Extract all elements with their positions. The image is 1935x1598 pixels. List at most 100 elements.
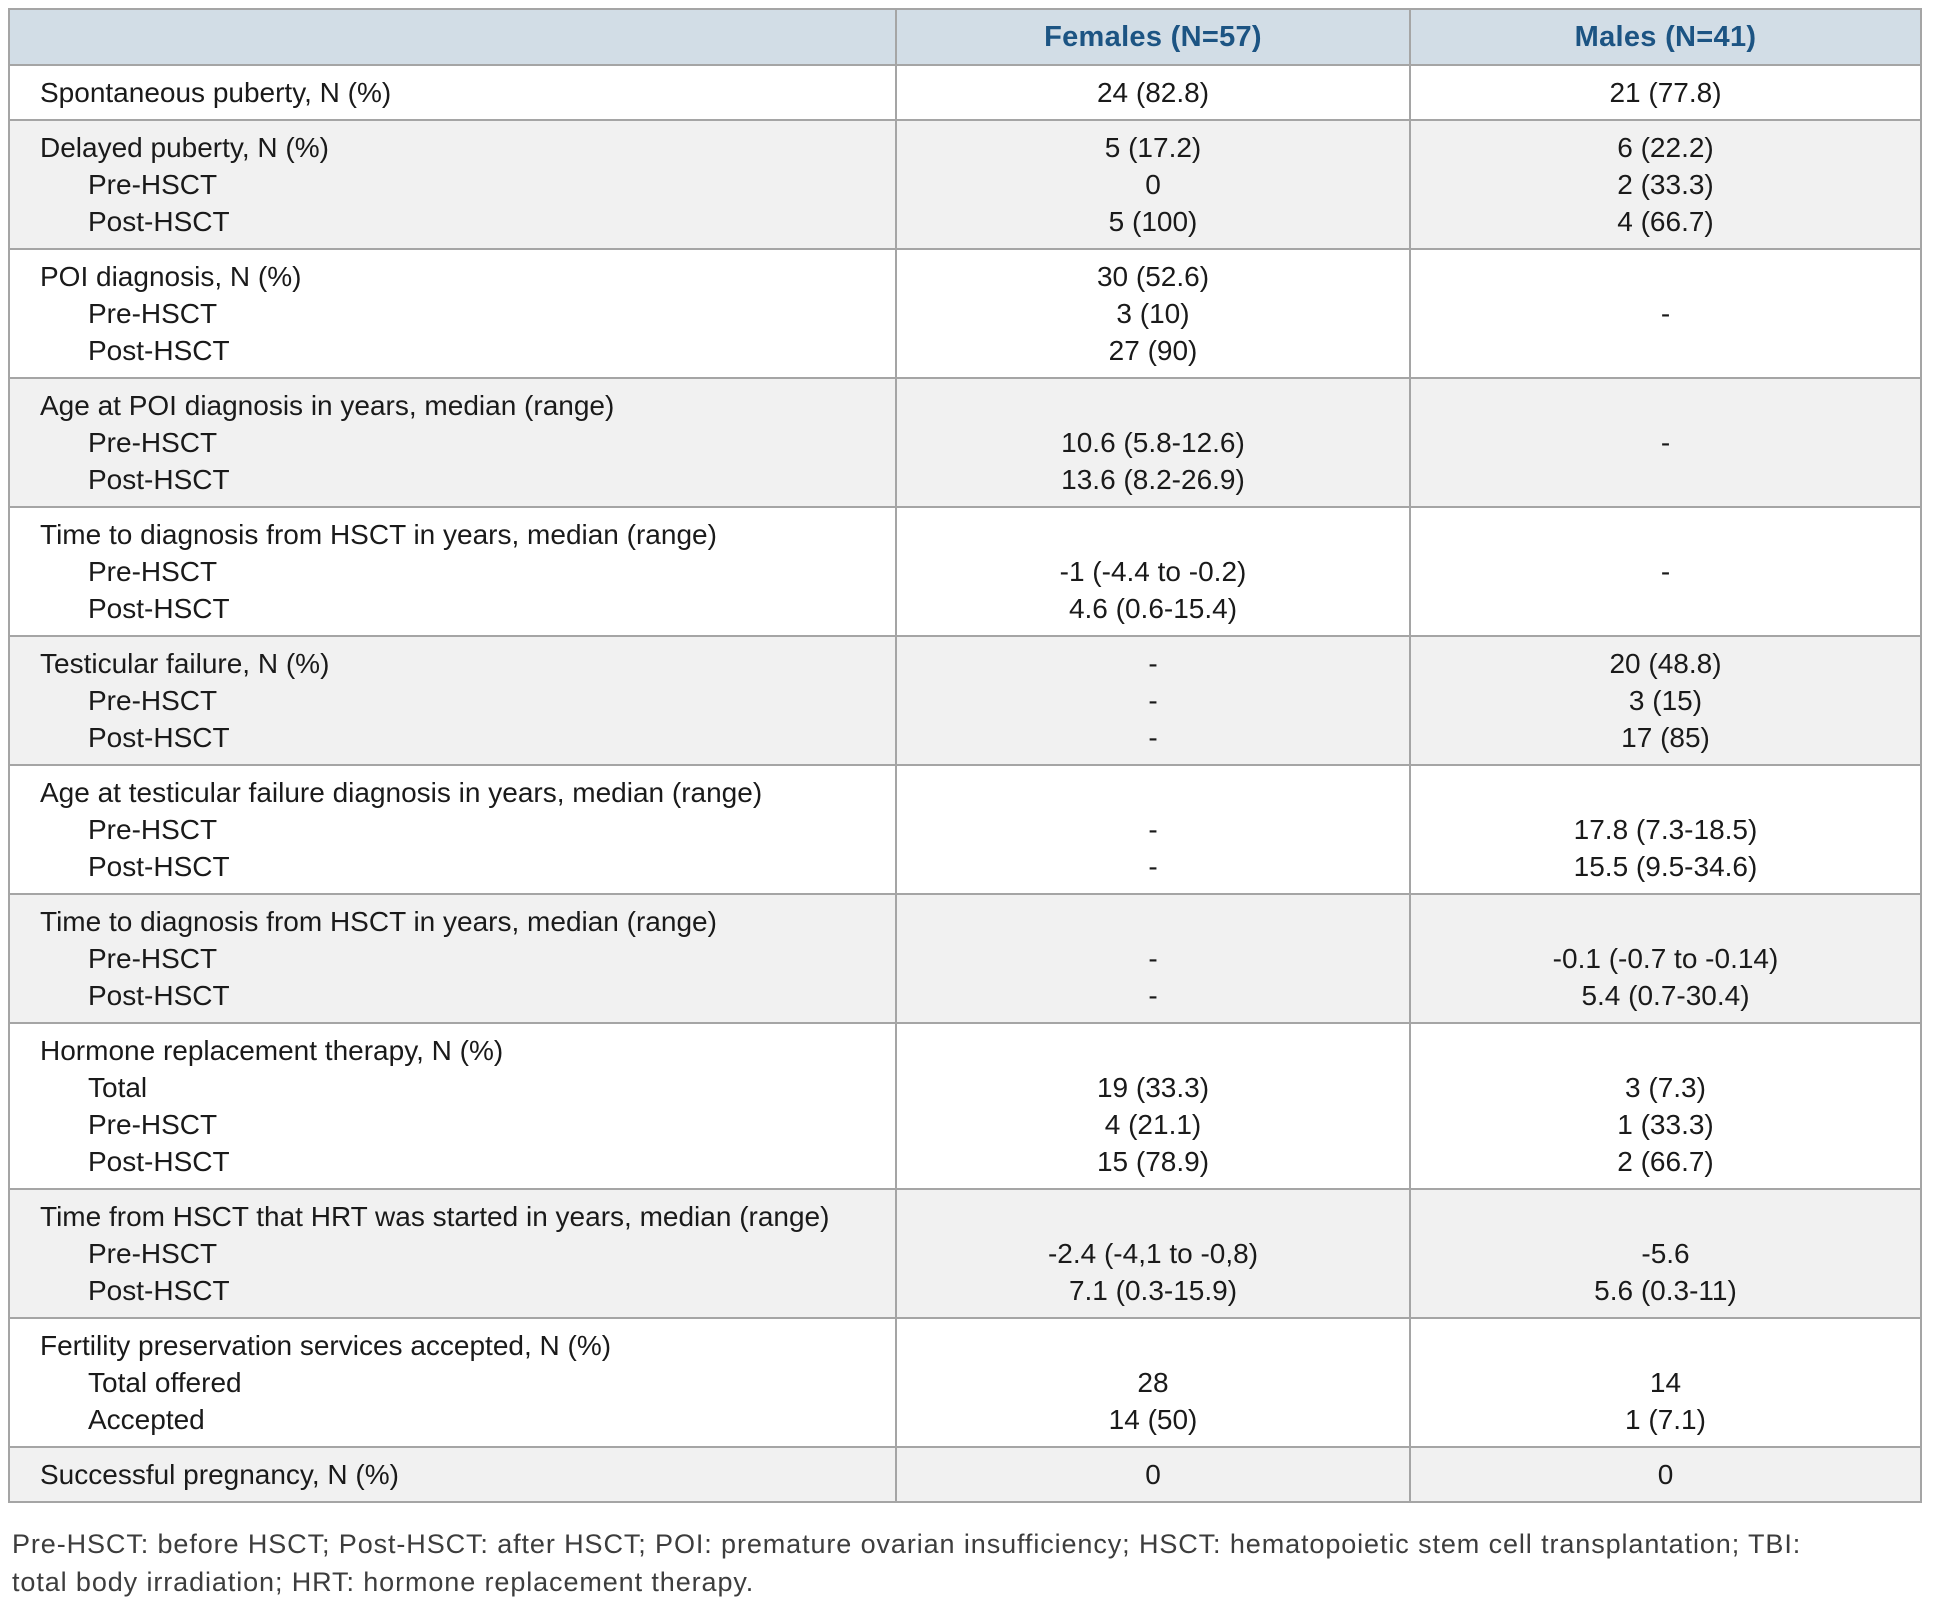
value-line: -	[1148, 851, 1158, 882]
row-label-line: Successful pregnancy, N (%)	[40, 1459, 399, 1490]
row-label-cell: Fertility preservation services accepted…	[10, 1319, 895, 1446]
males-value-cell: -0.1 (-0.7 to -0.14) 5.4 (0.7-30.4)	[1409, 895, 1920, 1022]
row-sublabel-line: Total offered	[88, 1367, 242, 1398]
females-value-cell: 0	[895, 1448, 1409, 1501]
males-value-cell: 0	[1409, 1448, 1920, 1501]
value-line	[897, 903, 1409, 940]
value-line: -2.4 (-4,1 to -0,8)	[1047, 1238, 1259, 1269]
value-line: -	[1148, 648, 1158, 679]
females-value-cell: 30 (52.6) 3 (10) 27 (90)	[895, 250, 1409, 377]
value-line	[1411, 1032, 1920, 1069]
table-row: Hormone replacement therapy, N (%) Total P…	[10, 1022, 1920, 1188]
row-label-cell: Spontaneous puberty, N (%)	[10, 66, 895, 119]
value-line: -1 (-4.4 to -0.2)	[1059, 556, 1247, 587]
value-line: 1 (7.1)	[1625, 1404, 1706, 1435]
row-label-cell: Hormone replacement therapy, N (%) Total P…	[10, 1024, 895, 1188]
value-line: -5.6	[1641, 1238, 1690, 1269]
row-sublabel-line: Pre-HSCT	[88, 943, 218, 974]
row-sublabel-line: Post-HSCT	[88, 1275, 230, 1306]
table-header-row: Females (N=57) Males (N=41)	[10, 10, 1920, 66]
value-line: 0	[1145, 169, 1161, 200]
table-row: Spontaneous puberty, N (%) 24 (82.8) 21 (7…	[10, 66, 1920, 119]
row-label-line: Time to diagnosis from HSCT in years, me…	[40, 519, 717, 550]
value-line: 3 (10)	[1116, 298, 1190, 329]
value-line	[897, 516, 1409, 553]
table-row: Time from HSCT that HRT was started in y…	[10, 1188, 1920, 1317]
value-line: 13.6 (8.2-26.9)	[1061, 464, 1245, 495]
males-value-cell: -	[1409, 379, 1920, 506]
row-label-cell: Time to diagnosis from HSCT in years, me…	[10, 508, 895, 635]
value-line: 17 (85)	[1621, 722, 1710, 753]
row-sublabel-line: Pre-HSCT	[88, 685, 218, 716]
value-line: 3 (7.3)	[1625, 1072, 1706, 1103]
row-sublabel-line: Pre-HSCT	[88, 427, 218, 458]
value-line: 30 (52.6)	[1096, 261, 1210, 292]
table-row: Age at POI diagnosis in years, median (r…	[10, 377, 1920, 506]
row-sublabel-line: Pre-HSCT	[88, 556, 218, 587]
males-value-cell: 14 1 (7.1)	[1409, 1319, 1920, 1446]
males-value-cell: 21 (77.8)	[1409, 66, 1920, 119]
value-line	[1411, 1327, 1920, 1364]
row-sublabel-line: Pre-HSCT	[88, 1238, 218, 1269]
row-label-cell: Age at POI diagnosis in years, median (r…	[10, 379, 895, 506]
value-line: 4 (66.7)	[1617, 206, 1714, 237]
footnote-line: Pre-HSCT: before HSCT; Post-HSCT: after …	[12, 1529, 1802, 1559]
row-label-line: POI diagnosis, N (%)	[40, 261, 302, 292]
value-line	[897, 1327, 1409, 1364]
value-line: 21 (77.8)	[1609, 77, 1722, 108]
row-sublabel-line: Post-HSCT	[88, 335, 230, 366]
value-line: 15.5 (9.5-34.6)	[1573, 851, 1758, 882]
males-value-cell: 6 (22.2) 2 (33.3) 4 (66.7)	[1409, 121, 1920, 248]
row-sublabel-line: Post-HSCT	[88, 980, 230, 1011]
value-line	[1411, 774, 1920, 811]
value-line: 5.6 (0.3-11)	[1594, 1275, 1737, 1306]
value-line: -	[1148, 814, 1158, 845]
value-line: -	[1148, 980, 1158, 1011]
value-line: 14 (50)	[1108, 1404, 1198, 1435]
value-line: 19 (33.3)	[1096, 1072, 1210, 1103]
row-label-cell: Time from HSCT that HRT was started in y…	[10, 1190, 895, 1317]
table-row: Age at testicular failure diagnosis in y…	[10, 764, 1920, 893]
row-sublabel-line: Post-HSCT	[88, 206, 230, 237]
row-label-cell: Successful pregnancy, N (%)	[10, 1448, 895, 1501]
row-sublabel-line: Pre-HSCT	[88, 169, 218, 200]
row-sublabel-line: Pre-HSCT	[88, 1109, 218, 1140]
value-line	[1411, 1198, 1920, 1235]
row-label-line: Fertility preservation services accepted…	[40, 1330, 612, 1361]
table-body: Spontaneous puberty, N (%) 24 (82.8) 21 (7…	[10, 66, 1920, 1501]
value-line: 2 (33.3)	[1617, 169, 1714, 200]
males-value-cell: -5.6 5.6 (0.3-11)	[1409, 1190, 1920, 1317]
females-value-cell: -1 (-4.4 to -0.2) 4.6 (0.6-15.4)	[895, 508, 1409, 635]
header-females: Females (N=57)	[895, 10, 1409, 64]
value-line: 10.6 (5.8-12.6)	[1061, 427, 1245, 458]
value-line: -	[1148, 685, 1158, 716]
header-males: Males (N=41)	[1409, 10, 1920, 64]
value-line: 4 (21.1)	[1104, 1109, 1202, 1140]
row-sublabel-line: Accepted	[88, 1404, 205, 1435]
females-value-cell: --	[895, 895, 1409, 1022]
table-row: Delayed puberty, N (%) Pre-HSCT Post-HSCT 5…	[10, 119, 1920, 248]
value-line: -0.1 (-0.7 to -0.14)	[1552, 943, 1779, 974]
outcomes-table: Females (N=57) Males (N=41) Spontaneous …	[8, 8, 1922, 1503]
value-line: 2 (66.7)	[1617, 1146, 1714, 1177]
row-label-line: Spontaneous puberty, N (%)	[40, 77, 392, 108]
row-label-line: Delayed puberty, N (%)	[40, 132, 329, 163]
row-label-line: Time from HSCT that HRT was started in y…	[40, 1201, 830, 1232]
table-row: POI diagnosis, N (%) Pre-HSCT Post-HSCT 30 …	[10, 248, 1920, 377]
row-label-cell: Age at testicular failure diagnosis in y…	[10, 766, 895, 893]
value-line	[897, 1198, 1409, 1235]
value-line	[897, 774, 1409, 811]
value-line: 4.6 (0.6-15.4)	[1068, 593, 1238, 624]
value-line	[897, 387, 1409, 424]
value-line: 14	[1649, 1367, 1682, 1398]
table-row: Time to diagnosis from HSCT in years, me…	[10, 893, 1920, 1022]
row-sublabel-line: Post-HSCT	[88, 1146, 230, 1177]
value-line: -	[1660, 427, 1671, 458]
value-line	[897, 1032, 1409, 1069]
males-value-cell: 17.8 (7.3-18.5) 15.5 (9.5-34.6)	[1409, 766, 1920, 893]
females-value-cell: - - -	[895, 637, 1409, 764]
value-line: 7.1 (0.3-15.9)	[1068, 1275, 1238, 1306]
value-line: 28	[1137, 1367, 1169, 1398]
row-label-line: Time to diagnosis from HSCT in years, me…	[40, 906, 717, 937]
